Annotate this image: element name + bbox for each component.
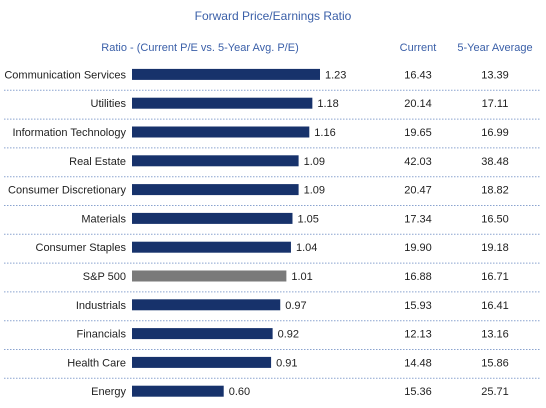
category-label: Communication Services bbox=[4, 69, 126, 81]
current-pe-value: 42.03 bbox=[404, 156, 432, 168]
five-year-avg-pe-value: 17.11 bbox=[482, 98, 509, 110]
current-pe-value: 16.43 bbox=[404, 69, 432, 81]
bar bbox=[132, 126, 310, 138]
category-label: Energy bbox=[91, 386, 126, 398]
bar-value-label: 1.09 bbox=[304, 185, 325, 197]
current-pe-value: 14.48 bbox=[404, 357, 432, 369]
category-label: Information Technology bbox=[12, 127, 126, 139]
five-year-avg-pe-value: 15.86 bbox=[481, 357, 509, 369]
chart-title: Forward Price/Earnings Ratio bbox=[195, 9, 352, 23]
current-pe-value: 17.34 bbox=[404, 213, 432, 225]
category-label: Real Estate bbox=[69, 156, 126, 168]
bar bbox=[132, 299, 281, 311]
chart-rows: Communication Services 1.23 16.43 13.39 Util… bbox=[4, 68, 540, 398]
bar bbox=[132, 241, 291, 253]
five-year-avg-pe-value: 38.48 bbox=[481, 156, 509, 168]
five-year-avg-pe-value: 16.71 bbox=[481, 271, 509, 283]
current-pe-value: 20.47 bbox=[404, 185, 432, 197]
bar bbox=[132, 356, 272, 368]
five-year-avg-pe-value: 25.71 bbox=[481, 386, 509, 398]
five-year-avg-pe-value: 16.99 bbox=[481, 127, 509, 139]
category-label: Materials bbox=[81, 213, 126, 225]
bar-value-label: 0.92 bbox=[278, 329, 299, 341]
current-column-header: Current bbox=[400, 42, 437, 54]
bar bbox=[132, 155, 299, 167]
bar-value-label: 1.18 bbox=[317, 98, 338, 110]
bar-value-label: 1.04 bbox=[296, 242, 317, 254]
bar-value-label: 1.16 bbox=[314, 127, 335, 139]
bar bbox=[132, 68, 320, 80]
bar bbox=[132, 184, 299, 196]
bar bbox=[132, 97, 313, 109]
five-year-avg-pe-value: 16.41 bbox=[481, 300, 509, 312]
bar-value-label: 0.97 bbox=[285, 300, 306, 312]
current-pe-value: 19.90 bbox=[404, 242, 432, 254]
bar-column-header: Ratio - (Current P/E vs. 5-Year Avg. P/E… bbox=[101, 42, 298, 54]
current-pe-value: 12.13 bbox=[404, 329, 432, 341]
five-year-avg-pe-value: 13.16 bbox=[481, 329, 509, 341]
current-pe-value: 19.65 bbox=[404, 127, 432, 139]
current-pe-value: 15.36 bbox=[404, 386, 432, 398]
category-label: Health Care bbox=[67, 357, 126, 369]
five-year-avg-pe-value: 18.82 bbox=[481, 185, 509, 197]
bar bbox=[132, 270, 287, 282]
five-year-avg-pe-value: 13.39 bbox=[481, 69, 509, 81]
category-label: Consumer Discretionary bbox=[8, 185, 126, 197]
bar-value-label: 1.23 bbox=[325, 69, 346, 81]
category-label: Financials bbox=[76, 329, 126, 341]
bar-value-label: 1.05 bbox=[297, 213, 318, 225]
bar bbox=[132, 212, 293, 224]
category-label: Utilities bbox=[91, 98, 127, 110]
bar-value-label: 0.91 bbox=[276, 357, 297, 369]
bar bbox=[132, 328, 273, 340]
five-year-avg-pe-value: 16.50 bbox=[481, 213, 509, 225]
current-pe-value: 16.88 bbox=[404, 271, 432, 283]
current-pe-value: 20.14 bbox=[404, 98, 432, 110]
bar-value-label: 1.09 bbox=[304, 156, 325, 168]
bar bbox=[132, 385, 224, 397]
category-label: Consumer Staples bbox=[36, 242, 127, 254]
category-label: S&P 500 bbox=[83, 271, 126, 283]
five-year-average-column-header: 5-Year Average bbox=[457, 42, 532, 54]
current-pe-value: 15.93 bbox=[404, 300, 432, 312]
category-label: Industrials bbox=[76, 300, 127, 312]
five-year-avg-pe-value: 19.18 bbox=[481, 242, 509, 254]
bar-value-label: 1.01 bbox=[291, 271, 312, 283]
bar-value-label: 0.60 bbox=[229, 386, 250, 398]
